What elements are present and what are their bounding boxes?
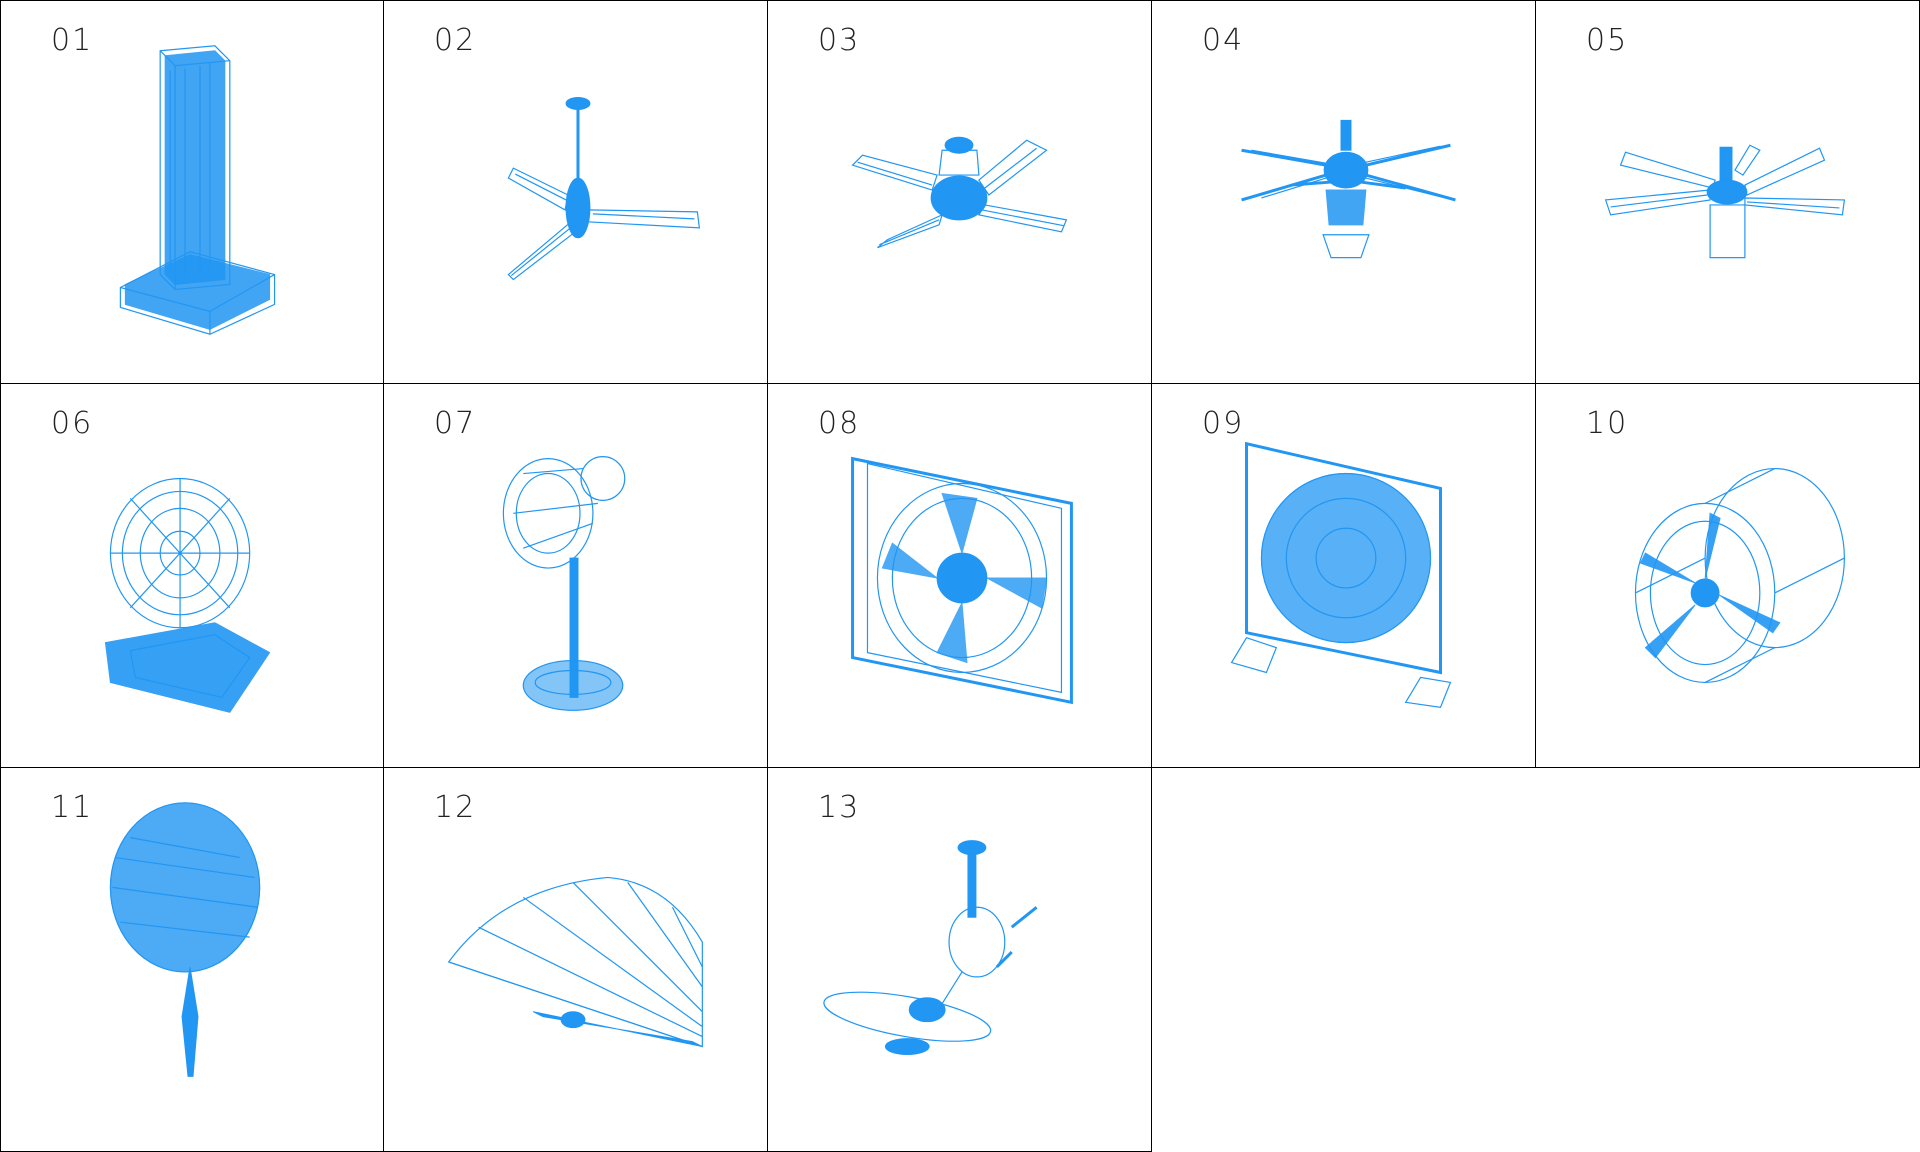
four-blade-ceiling-fan-wireframe bbox=[851, 136, 1068, 249]
cell-number: 08 bbox=[818, 406, 861, 441]
cell-number: 04 bbox=[1202, 23, 1245, 58]
fan-cell-02[interactable]: 02 bbox=[383, 0, 768, 384]
fan-cell-10[interactable]: 10 bbox=[1535, 383, 1920, 768]
fan-cell-12[interactable]: 12 bbox=[383, 767, 768, 1152]
box-fan-wireframe bbox=[1230, 441, 1452, 708]
square-box-fan-wireframe bbox=[851, 456, 1073, 705]
cell-number: 12 bbox=[434, 790, 477, 825]
tilted-desk-fan-wireframe bbox=[104, 477, 271, 713]
pedestal-fan-wireframe bbox=[502, 456, 626, 711]
fan-cell-08[interactable]: 08 bbox=[767, 383, 1152, 768]
folding-hand-fan-wireframe bbox=[447, 876, 703, 1048]
cell-number: 05 bbox=[1586, 23, 1629, 58]
fan-cell-07[interactable]: 07 bbox=[383, 383, 768, 768]
hand-paddle-fan-wireframe bbox=[109, 802, 261, 1077]
cell-number: 10 bbox=[1586, 406, 1629, 441]
fan-cell-04[interactable]: 04 bbox=[1151, 0, 1536, 384]
fan-cell-01[interactable]: 01 bbox=[0, 0, 384, 384]
cell-number: 11 bbox=[51, 790, 94, 825]
fan-cell-06[interactable]: 06 bbox=[0, 383, 384, 768]
fan-cell-05[interactable]: 05 bbox=[1535, 0, 1920, 384]
oscillating-ceiling-fan-wireframe bbox=[823, 840, 1038, 1056]
cell-number: 09 bbox=[1202, 406, 1245, 441]
drum-fan-wireframe bbox=[1634, 467, 1845, 684]
cell-number: 01 bbox=[51, 23, 94, 58]
three-blade-ceiling-fan-wireframe bbox=[507, 96, 701, 281]
tower-fan-wireframe bbox=[119, 45, 276, 335]
fan-cell-11[interactable]: 11 bbox=[0, 767, 384, 1152]
five-blade-ceiling-fan-wireframe bbox=[1604, 144, 1846, 259]
cell-number: 06 bbox=[51, 406, 94, 441]
six-blade-ceiling-fan-wireframe bbox=[1241, 119, 1456, 259]
cell-number: 07 bbox=[434, 406, 477, 441]
fan-cell-09[interactable]: 09 bbox=[1151, 383, 1536, 768]
fan-cell-03[interactable]: 03 bbox=[767, 0, 1152, 384]
cell-number: 02 bbox=[434, 23, 477, 58]
fan-cell-13[interactable]: 13 bbox=[767, 767, 1152, 1152]
cell-number: 03 bbox=[818, 23, 861, 58]
cell-number: 13 bbox=[818, 790, 861, 825]
